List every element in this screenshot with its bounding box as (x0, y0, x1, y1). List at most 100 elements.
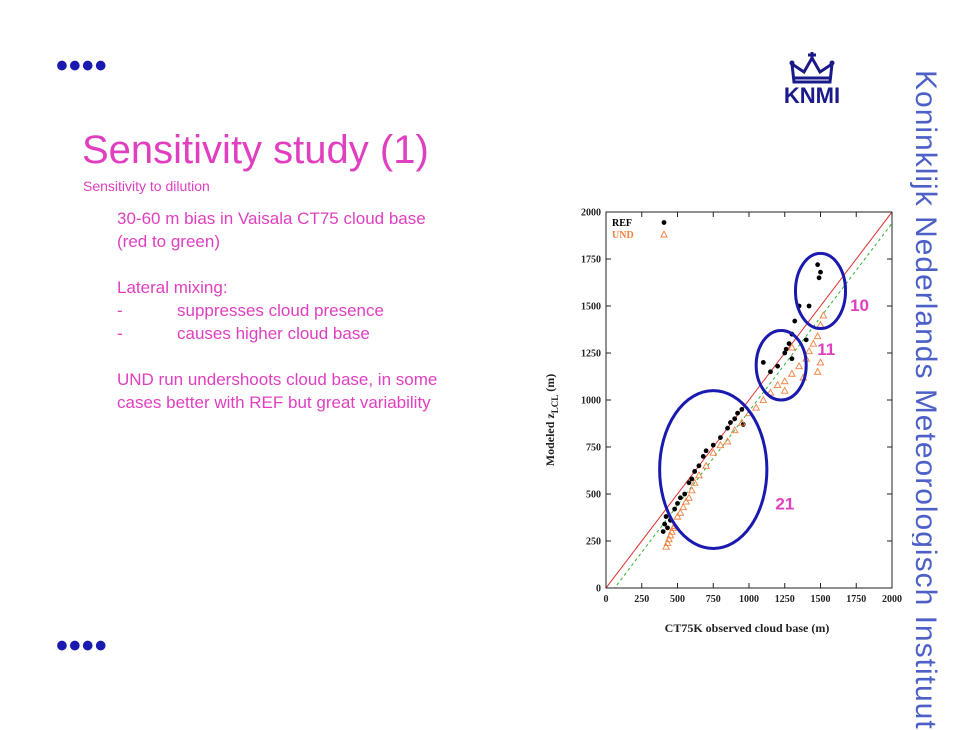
cluster-label-21: 21 (775, 495, 794, 514)
y-tick-label: 1500 (581, 302, 601, 313)
x-tick-label: 1500 (811, 594, 831, 605)
und-point (702, 461, 711, 469)
side-institute-name: Koninklijk Nederlands Meteorologisch Ins… (909, 70, 942, 730)
und-point (787, 369, 796, 377)
x-tick-label: 1250 (775, 594, 795, 605)
und-point (666, 531, 675, 539)
slide-body: 30-60 m bias in Vaisala CT75 cloud base (… (117, 207, 537, 414)
und-point (752, 403, 761, 411)
chart-background (540, 200, 912, 640)
und-point (684, 493, 693, 501)
y-tick-label: 2000 (581, 208, 601, 219)
und-point (759, 395, 768, 404)
ref-point (703, 448, 709, 454)
ref-point (739, 407, 745, 412)
und-point (773, 380, 782, 388)
slide-subtitle: Sensitivity to dilution (83, 178, 210, 194)
y-axis-label-main: Modeled z (543, 413, 557, 467)
decor-dots-top: •••• (56, 47, 108, 85)
ref-point (775, 363, 780, 369)
und-point (819, 311, 828, 319)
y-axis-label: Modeled zLCL (m) (543, 374, 560, 467)
x-axis-label: CT75K observed cloud base (m) (665, 621, 830, 635)
ref-point (789, 356, 795, 362)
ref-point (816, 275, 822, 281)
x-tick-label: 0 (604, 594, 609, 605)
ref-point (792, 318, 798, 324)
decor-dots-bottom: •••• (56, 627, 108, 665)
ref-point (735, 410, 740, 416)
ref-point (660, 529, 666, 534)
ref-point (732, 416, 738, 422)
und-point (737, 418, 746, 426)
cluster-ellipse-21 (658, 389, 769, 551)
ref-point (696, 463, 702, 469)
y-tick-label: 1250 (581, 349, 601, 360)
body-line: Lateral mixing: (117, 278, 228, 297)
und-point (694, 471, 703, 479)
und-point (816, 358, 825, 366)
und-point (716, 440, 725, 449)
ref-point (672, 506, 678, 512)
y-tick-label: 1750 (581, 255, 601, 266)
ref-point (782, 350, 788, 356)
ref-point (710, 442, 716, 448)
y-tick-label: 0 (596, 584, 601, 595)
y-tick-label: 250 (586, 537, 601, 548)
ref-point (806, 303, 812, 309)
und-point (667, 527, 676, 535)
ref-point (815, 262, 821, 268)
x-tick-label: 750 (706, 594, 721, 605)
ref-point (818, 269, 823, 275)
und-point (679, 503, 688, 511)
knmi-logo: KNMI (772, 52, 852, 108)
ref-point (725, 425, 730, 431)
y-tick-label: 750 (586, 443, 601, 454)
x-tick-label: 1000 (739, 594, 759, 605)
und-point (805, 346, 814, 355)
und-point (730, 425, 739, 434)
und-point (709, 448, 718, 456)
logo-wordmark: KNMI (783, 83, 841, 108)
y-tick-label: 500 (586, 490, 601, 501)
x-tick-label: 500 (670, 594, 685, 605)
ref-point (677, 495, 683, 501)
und-point (780, 377, 789, 385)
body-line: (red to green) (117, 232, 220, 251)
ref-point (768, 369, 773, 375)
plot-frame (605, 211, 893, 589)
und-point (809, 339, 818, 347)
x-tick-label: 1750 (846, 594, 866, 605)
und-point (663, 538, 672, 546)
cluster-label-10: 10 (850, 296, 869, 315)
und-point (673, 512, 682, 520)
und-point (662, 542, 671, 550)
und-point (813, 331, 822, 340)
ref-point (665, 525, 670, 531)
x-tick-label: 250 (634, 594, 649, 605)
und-point (682, 497, 691, 505)
cluster-ellipse-11 (754, 328, 808, 402)
body-line (117, 253, 537, 276)
ref-point (662, 521, 668, 527)
ref-point (663, 514, 669, 519)
ref-point (718, 435, 723, 440)
ref-point (760, 360, 766, 365)
legend-label-und: UND (612, 230, 634, 241)
ref-point (682, 491, 688, 497)
und-point (723, 437, 732, 445)
ref-point (692, 469, 698, 474)
body-line: - causes higher cloud base (117, 324, 370, 343)
legend-marker-und (660, 229, 668, 238)
und-point (795, 362, 804, 370)
body-line: UND run undershoots cloud base, in some (117, 370, 438, 389)
legend-label-ref: REF (612, 218, 632, 229)
y-axis-label-sub: LCL (550, 395, 560, 414)
und-point (787, 343, 796, 351)
ref-point (803, 337, 809, 343)
body-line: 30-60 m bias in Vaisala CT75 cloud base (117, 209, 426, 228)
und-point (690, 478, 699, 486)
crown-icon (789, 52, 835, 84)
ref-point (728, 420, 733, 425)
und-point (780, 386, 789, 394)
